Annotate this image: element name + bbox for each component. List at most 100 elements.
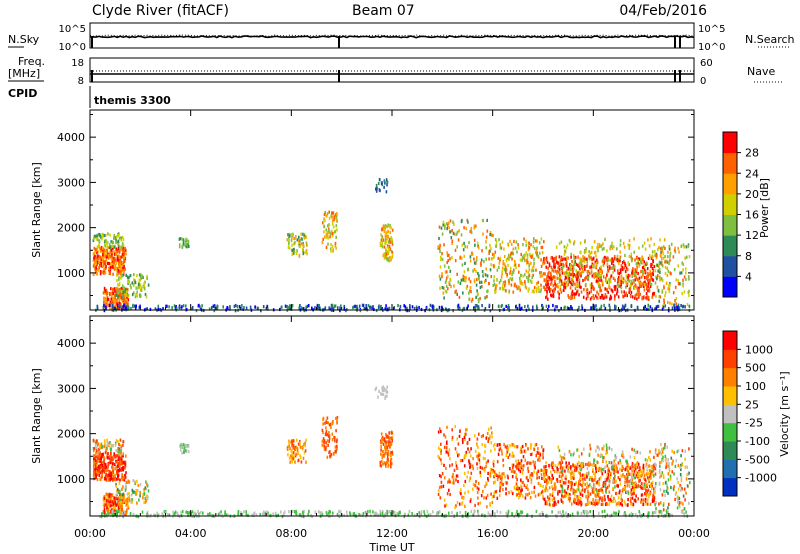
scatter-cell (547, 282, 549, 286)
scatter-cell (646, 286, 648, 291)
scatter-cell (589, 483, 591, 487)
scatter-cell (505, 268, 508, 272)
scatter-cell (102, 497, 105, 501)
scatter-cell (336, 444, 338, 448)
scatter-cell (375, 183, 378, 188)
scatter-cell (479, 296, 481, 301)
scatter-cell (491, 257, 494, 261)
scatter-cell (564, 489, 566, 494)
scatter-cell (522, 464, 525, 468)
scatter-cell (558, 309, 560, 313)
scatter-cell (540, 468, 543, 472)
scatter-cell (386, 447, 388, 451)
scatter-cell (608, 446, 611, 450)
scatter-cell (626, 469, 629, 473)
scatter-cell (552, 294, 555, 298)
scatter-cell (610, 461, 613, 465)
scatter-cell (115, 293, 117, 297)
scatter-cell (331, 438, 334, 442)
scatter-cell (632, 272, 635, 276)
scatter-cell (629, 455, 632, 459)
scatter-cell (557, 492, 559, 496)
scatter-cell (513, 485, 516, 489)
scatter-cell (496, 473, 498, 477)
scatter-cell (119, 247, 121, 251)
freq-tick-low: 8 (78, 76, 84, 87)
scatter-cell (659, 295, 662, 299)
scatter-cell (615, 470, 617, 474)
scatter-cell (623, 486, 626, 490)
power-colorbar-tick-label: 8 (745, 250, 752, 263)
scatter-cell (604, 306, 607, 311)
scatter-cell (105, 299, 107, 304)
scatter-cell (498, 281, 501, 285)
scatter-cell (439, 265, 442, 269)
scatter-cell (475, 295, 477, 299)
scatter-cell (249, 305, 252, 309)
scatter-cell (622, 473, 624, 477)
scatter-cell (103, 496, 106, 500)
scatter-cell (129, 283, 132, 287)
scatter-cell (302, 307, 305, 311)
scatter-cell (550, 463, 553, 467)
scatter-cell (139, 283, 142, 287)
scatter-cell (636, 485, 639, 489)
scatter-cell (439, 277, 442, 281)
scatter-cell (573, 497, 575, 501)
scatter-cell (619, 461, 622, 465)
scatter-cell (477, 496, 479, 500)
scatter-cell (111, 246, 114, 250)
scatter-cell (124, 289, 126, 293)
scatter-cell (144, 496, 147, 500)
scatter-cell (539, 289, 542, 293)
scatter-cell (222, 305, 224, 309)
scatter-cell (112, 299, 115, 303)
scatter-cell (480, 263, 482, 267)
scatter-cell (504, 445, 507, 449)
scatter-cell (110, 493, 112, 497)
scatter-cell (588, 463, 590, 467)
scatter-cell (493, 491, 495, 495)
scatter-cell (527, 447, 529, 451)
scatter-cell (323, 447, 326, 451)
scatter-cell (142, 284, 145, 288)
scatter-cell (622, 277, 625, 281)
scatter-cell (505, 487, 507, 491)
scatter-cell (560, 489, 563, 493)
scatter-cell (514, 260, 516, 264)
scatter-cell (495, 244, 497, 248)
scatter-cell (669, 258, 671, 262)
scatter-cell (595, 272, 598, 276)
scatter-cell (122, 246, 125, 250)
scatter-cell (669, 251, 672, 255)
scatter-cell (118, 468, 120, 473)
scatter-cell (567, 267, 570, 271)
scatter-cell (185, 237, 187, 242)
scatter-cell (502, 283, 504, 287)
scatter-cell (100, 245, 103, 250)
scatter-cell (334, 229, 337, 234)
scatter-cell (122, 250, 124, 254)
scatter-cell (587, 295, 589, 299)
scatter-cell (630, 502, 632, 506)
scatter-cell (127, 501, 129, 505)
scatter-cell (464, 432, 466, 436)
scatter-cell (594, 475, 597, 479)
scatter-cell (571, 272, 573, 276)
scatter-cell (125, 273, 127, 277)
scatter-cell (104, 271, 107, 275)
scatter-cell (126, 492, 129, 496)
scatter-cell (640, 257, 642, 261)
scatter-cell (119, 249, 121, 253)
scatter-cell (582, 270, 585, 274)
scatter-cell (524, 496, 527, 500)
scatter-cell (295, 453, 298, 457)
scatter-cell (108, 303, 111, 307)
scatter-cell (672, 255, 675, 259)
scatter-cell (96, 238, 99, 242)
scatter-cell (650, 275, 652, 279)
scatter-cell (595, 274, 597, 278)
scatter-cell (645, 296, 647, 300)
scatter-cell (607, 472, 609, 476)
